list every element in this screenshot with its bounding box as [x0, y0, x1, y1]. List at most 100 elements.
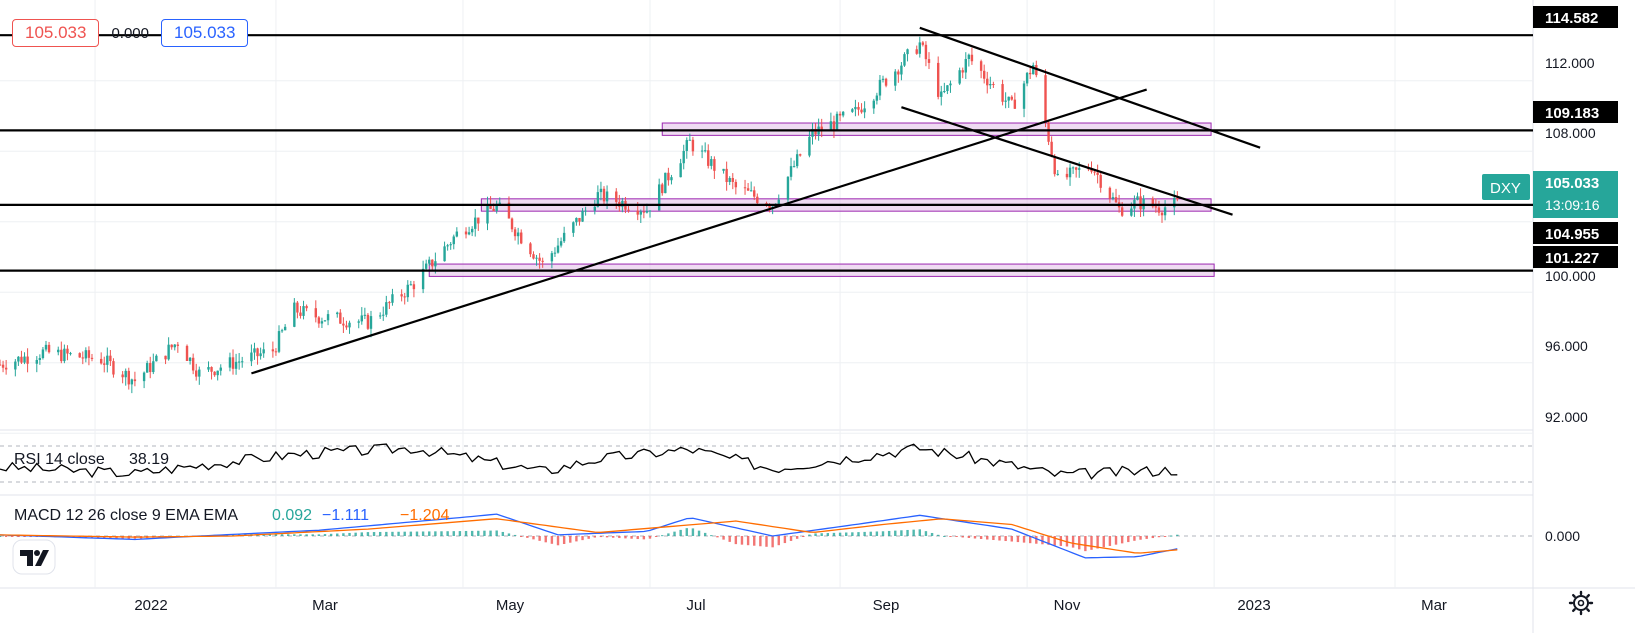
candle-body — [360, 315, 363, 322]
macd-hist-bar — [0, 536, 2, 537]
candle-body — [685, 140, 688, 151]
candle-body — [1013, 99, 1017, 109]
candle-body — [90, 357, 94, 359]
macd-hist-bar — [728, 536, 731, 542]
rsi-legend-label: RSI 14 close — [14, 451, 105, 468]
macd-hist-bar — [753, 536, 756, 546]
candle-body — [382, 314, 385, 316]
bid-box[interactable]: 105.033 — [12, 19, 100, 47]
price-tick: 108.000 — [1545, 125, 1596, 141]
candle-body — [884, 78, 888, 86]
macd-hist-bar — [538, 536, 541, 541]
candle-body — [369, 316, 373, 329]
candle-body — [486, 204, 489, 224]
macd-hist-bar — [1016, 536, 1020, 543]
candle-body — [78, 353, 81, 358]
ask-box[interactable]: 105.033 — [161, 19, 249, 47]
candle-body — [703, 150, 707, 152]
candle-body — [593, 206, 597, 211]
candle-body — [967, 54, 971, 59]
candle-body — [66, 348, 69, 354]
candle-body — [532, 254, 535, 259]
macd-hist-bar — [642, 536, 646, 540]
time-tick: Mar — [312, 597, 338, 614]
candle-body — [323, 320, 327, 322]
macd-hist-bar — [440, 531, 443, 536]
gear-icon[interactable] — [1568, 590, 1594, 616]
vertical-grid — [94, 0, 1396, 588]
candle-body — [841, 111, 845, 116]
macd-hist-bar — [544, 536, 547, 543]
candle-body — [47, 344, 51, 353]
candle-body — [241, 361, 244, 363]
macd-legend[interactable]: MACD 12 26 close 9 EMA EMA 0.092 −1.111 … — [14, 507, 449, 524]
candle-body — [707, 150, 710, 166]
macd-hist-bar — [1170, 535, 1173, 537]
candle-body — [642, 211, 646, 213]
macd-hist-bar — [1139, 536, 1142, 540]
macd-hist-bar — [912, 529, 915, 536]
candle-body — [799, 154, 802, 156]
candle-body — [688, 139, 692, 141]
price-axis[interactable]: 112.000 108.000 100.000 96.000 92.000 0.… — [1545, 55, 1596, 544]
candle-body — [725, 168, 728, 183]
macd-hist-bar — [477, 530, 480, 536]
candle-body — [1022, 83, 1026, 109]
candle-body — [195, 370, 198, 377]
candle-body — [835, 113, 839, 130]
macd-axis-tick: 0.000 — [1545, 528, 1580, 544]
candle-body — [691, 139, 695, 152]
candle-body — [894, 71, 897, 86]
candle-body — [918, 42, 921, 54]
candle-body — [1050, 141, 1053, 156]
candle-body — [940, 91, 943, 97]
macd-hist-bar — [869, 531, 872, 536]
symbol-price-tag: DXY 105.033 13:09:16 — [1482, 171, 1618, 218]
tradingview-logo-icon[interactable] — [12, 539, 56, 575]
macd-hist-bar — [943, 535, 946, 537]
candle-body — [657, 184, 661, 211]
rsi-legend[interactable]: RSI 14 close 38.19 — [14, 451, 169, 468]
trendlines[interactable] — [251, 26, 1261, 375]
candle-body — [854, 106, 857, 110]
macd-hist-bar — [501, 531, 505, 536]
macd-hist-bar — [317, 534, 321, 536]
last-price: 105.033 — [1545, 175, 1599, 192]
candle-body — [403, 296, 406, 298]
macd-hist-bar — [1176, 534, 1179, 536]
candle-body — [664, 172, 667, 194]
macd-hist-bar — [746, 536, 750, 546]
candle-body — [474, 217, 477, 229]
macd-hist-bar — [305, 534, 308, 536]
macd-hist-bar — [378, 531, 382, 536]
candle-body — [1136, 196, 1139, 200]
candle-body — [562, 232, 566, 242]
candle-body — [345, 325, 348, 328]
horizontal-levels[interactable] — [0, 34, 1533, 272]
candle-body — [1056, 173, 1059, 175]
macd-line-value: −1.111 — [322, 507, 369, 524]
candle-body — [682, 150, 685, 164]
candle-body — [336, 312, 339, 315]
candle-body — [667, 172, 670, 181]
candle-body — [786, 176, 790, 200]
macd-hist-bar — [507, 533, 511, 536]
candle-body — [1032, 65, 1035, 75]
signal-line-value: −1.204 — [400, 507, 449, 524]
candle-body — [452, 236, 455, 245]
macd-hist-bar — [1035, 536, 1038, 544]
candle-body — [1044, 75, 1047, 123]
support-resistance-zones[interactable] — [428, 122, 1215, 277]
candle-body — [927, 59, 931, 63]
candle-body — [645, 211, 649, 213]
macd-hist-bar — [348, 532, 351, 536]
candle-body — [412, 284, 416, 290]
macd-hist-bar — [569, 536, 572, 543]
macd-hist-bar — [857, 532, 860, 536]
time-axis[interactable]: 2022 Mar May Jul Sep Nov 2023 Mar — [134, 597, 1447, 614]
candlestick-series — [0, 36, 1179, 394]
rsi-legend-value: 38.19 — [129, 451, 169, 468]
candle-body — [434, 261, 437, 267]
